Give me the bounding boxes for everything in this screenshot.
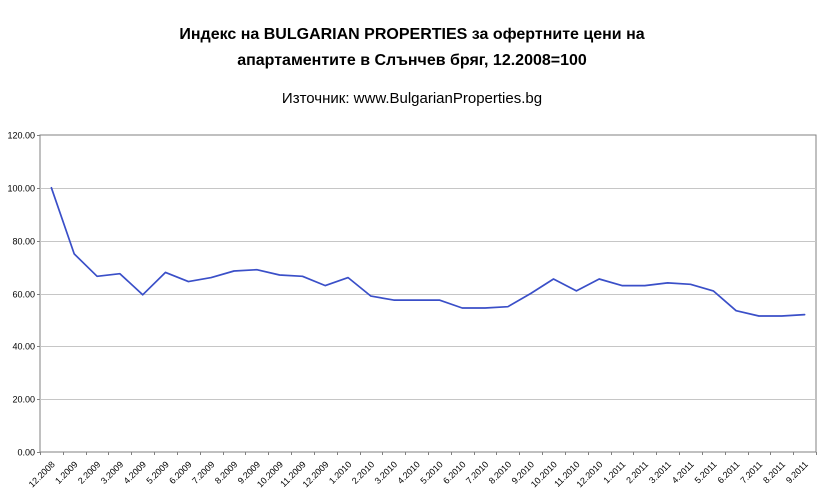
x-axis-label: 9.2011 (784, 459, 810, 485)
y-axis-label: 80.00 (12, 237, 35, 247)
x-axis-label: 12.2008 (27, 459, 57, 489)
x-axis-label: 6.2010 (441, 459, 468, 486)
x-axis-label: 4.2010 (395, 459, 422, 486)
x-axis-label: 2.2011 (624, 459, 650, 485)
x-axis-label: 7.2010 (464, 459, 491, 486)
x-axis-label: 3.2009 (99, 459, 126, 486)
plot-area (39, 134, 817, 453)
x-axis-label: 2.2010 (350, 459, 377, 486)
x-axis-label: 5.2010 (418, 459, 445, 486)
x-axis-label: 5.2011 (693, 459, 719, 485)
x-axis-label: 5.2009 (144, 459, 171, 486)
x-axis-label: 7.2011 (738, 459, 764, 485)
chart-title-line2: апартаментите в Слънчев бряг, 12.2008=10… (237, 52, 587, 69)
x-axis-label: 6.2009 (167, 459, 194, 486)
x-axis-label: 1.2011 (601, 459, 627, 485)
x-axis-label: 6.2011 (715, 459, 741, 485)
y-axis-label: 40.00 (12, 342, 35, 352)
line-chart: 0.00 20.00 40.00 60.00 80.00 100.00 120.00 12.2… (7, 131, 817, 489)
x-axis-label: 8.2011 (761, 459, 787, 485)
index-line-series (50, 186, 806, 317)
x-axis-label: 1.2010 (327, 459, 354, 486)
x-axis-label: 4.2011 (670, 459, 696, 485)
y-axis-label: 120.00 (7, 131, 35, 141)
y-axis-label: 100.00 (7, 184, 35, 194)
x-axis-label: 2.2009 (76, 459, 103, 486)
chart-title-line1: Индекс на BULGARIAN PROPERTIES за офертн… (179, 26, 645, 43)
x-axis-label: 8.2010 (487, 459, 514, 486)
x-axis-label: 1.2009 (53, 459, 80, 486)
chart-subtitle: Източник: www.BulgarianProperties.bg (281, 90, 543, 107)
x-axis-label: 4.2009 (122, 459, 149, 486)
x-axis-label: 8.2009 (213, 459, 240, 486)
y-axis-label: 0.00 (17, 448, 35, 458)
y-axis-label: 20.00 (12, 395, 35, 405)
x-axis-label: 3.2011 (647, 459, 673, 485)
x-axis-label: 7.2009 (190, 459, 217, 486)
x-axis-label: 3.2010 (373, 459, 400, 486)
y-axis-label: 60.00 (12, 290, 35, 300)
chart-title: Индекс на BULGARIAN PROPERTIES за офертн… (0, 22, 824, 74)
